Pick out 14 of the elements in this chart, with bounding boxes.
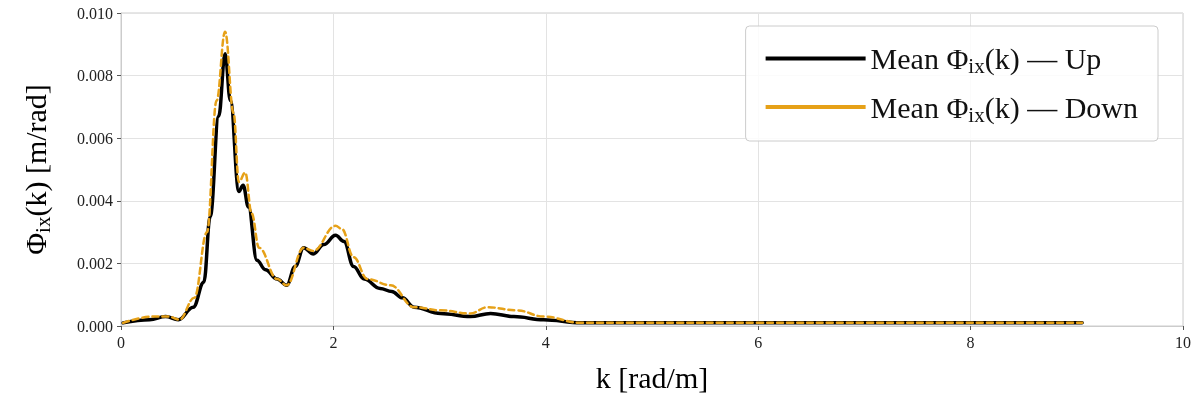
- y-axis-title: Φix(k) [m/rad]: [18, 84, 55, 255]
- x-axis-title: k [rad/m]: [595, 360, 709, 394]
- y-tick-label: 0.010: [77, 4, 113, 22]
- x-tick-label: 10: [1175, 333, 1191, 351]
- y-tick-label: 0.006: [77, 129, 113, 147]
- x-tick-label: 4: [541, 333, 550, 351]
- x-tick-label: 2: [329, 333, 338, 351]
- x-tick-label: 0: [117, 333, 125, 351]
- y-tick-label: 0.004: [77, 192, 113, 210]
- x-tick-label: 8: [966, 333, 975, 351]
- y-tick-label: 0.000: [77, 317, 113, 335]
- y-tick-label: 0.008: [77, 67, 113, 85]
- y-tick-label: 0.002: [77, 254, 113, 272]
- x-tick-label: 6: [754, 333, 763, 351]
